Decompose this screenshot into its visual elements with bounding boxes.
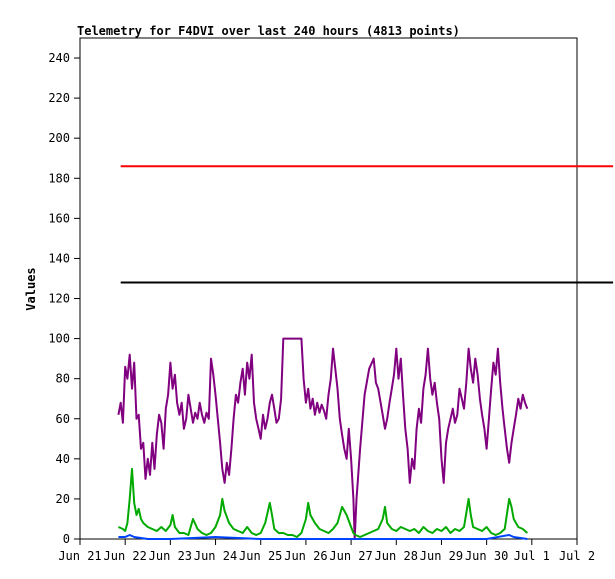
x-axis: Jun 21 Jun 22 Jun 23 Jun 24 Jun 25 Jun 26 Jun … [58,539,595,563]
y-tick-label: 200 [48,131,70,145]
y-tick-label: 100 [48,332,70,346]
y-axis-label: Values [24,267,38,310]
x-tick-label: Jun 28 [375,549,418,563]
y-tick-label: 180 [48,171,70,185]
x-tick-label: Jun 21 [58,549,101,563]
x-tick-label: Jun 23 [149,549,192,563]
x-tick-label: Jun 29 [420,549,463,563]
x-tick-label: Jun 27 [329,549,372,563]
x-tick-label: Jun 30 [465,549,508,563]
y-axis: 0 20 40 60 80 100 120 140 160 180 200 220 240 [48,51,80,546]
y-tick-label: 40 [56,452,70,466]
series-line-4 [117,467,528,538]
series-line-3 [117,337,529,540]
x-tick-label: Jul 2 [559,549,595,563]
x-tick-label: Jun 22 [104,549,147,563]
x-tick-label: Jun 25 [239,549,282,563]
y-tick-label: 60 [56,412,70,426]
plot-frame [79,37,578,540]
series-line-5 [118,534,528,540]
x-tick-label: Jun 26 [284,549,327,563]
y-tick-label: 20 [56,492,70,506]
y-tick-label: 120 [48,292,70,306]
y-tick-label: 220 [48,91,70,105]
y-tick-label: 0 [63,532,70,546]
x-tick-label: Jul 1 [514,549,550,563]
chart-title: Telemetry for F4DVI over last 240 hours … [77,24,460,38]
series-layer [117,165,614,540]
x-tick-label: Jun 24 [194,549,237,563]
y-tick-label: 140 [48,251,70,265]
y-tick-label: 240 [48,51,70,65]
y-tick-label: 80 [56,372,70,386]
y-tick-label: 160 [48,211,70,225]
